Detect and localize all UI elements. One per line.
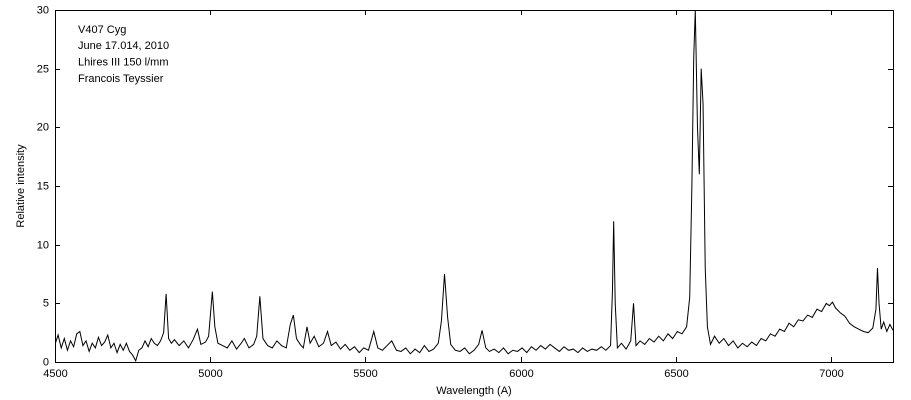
x-tick-label: 5500 [353, 368, 377, 380]
x-tick-label: 6500 [664, 368, 688, 380]
x-tick-label: 5000 [198, 368, 222, 380]
annotation: Francois Teyssier [78, 73, 164, 85]
y-tick-label: 25 [37, 63, 49, 75]
annotation: June 17.014, 2010 [78, 40, 169, 52]
y-tick-label: 20 [37, 121, 49, 133]
annotations: V407 Cyg June 17.014, 2010 Lhires III 150 … [78, 24, 169, 85]
x-tick-label: 4500 [43, 368, 67, 380]
x-tick-label: 6000 [509, 368, 533, 380]
y-tick-label: 30 [37, 4, 49, 16]
y-tick-label: 10 [37, 239, 49, 251]
x-axis-label: Wavelength (A) [436, 385, 511, 397]
y-tick-label: 5 [43, 297, 49, 309]
y-tick-label: 0 [43, 356, 49, 368]
y-axis-label: Relative intensity [15, 144, 27, 228]
annotation: Lhires III 150 l/mm [78, 57, 168, 69]
x-tick-label: 7000 [819, 368, 843, 380]
y-tick-label: 15 [37, 180, 49, 192]
annotation: V407 Cyg [78, 24, 126, 36]
spectrum-line [55, 10, 893, 362]
